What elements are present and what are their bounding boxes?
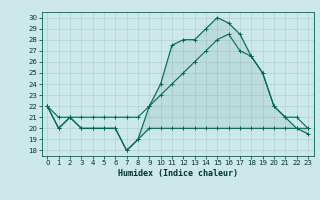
X-axis label: Humidex (Indice chaleur): Humidex (Indice chaleur)	[118, 169, 237, 178]
